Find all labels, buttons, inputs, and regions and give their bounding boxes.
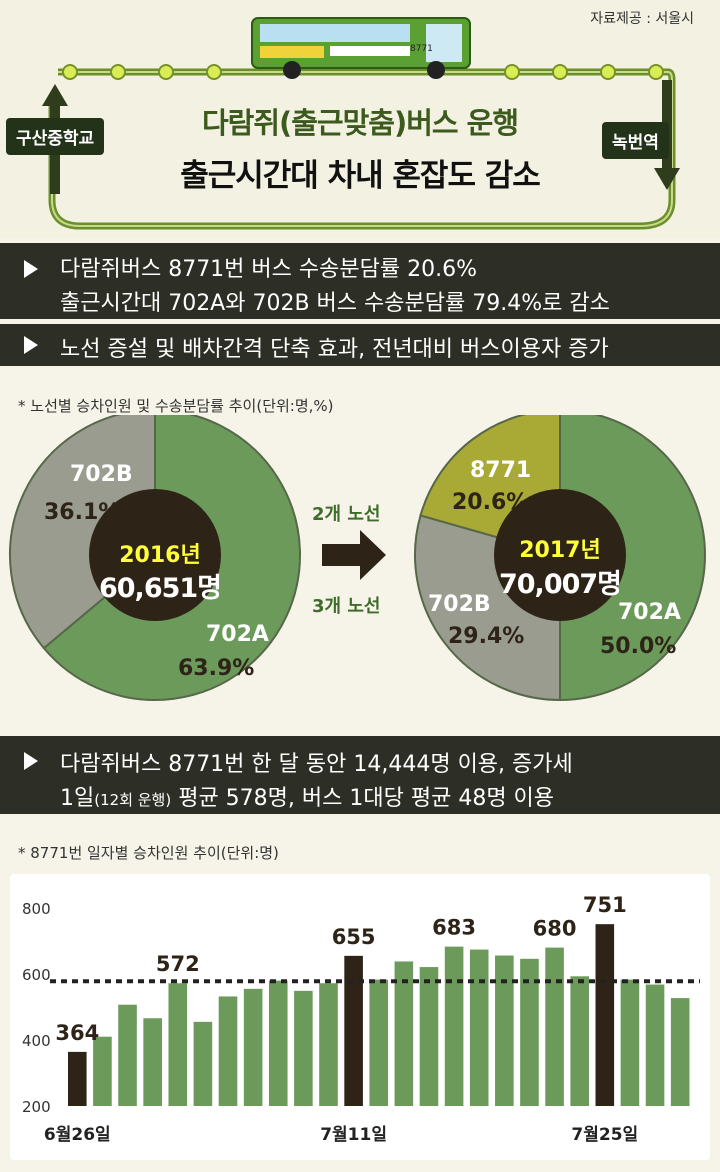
summary-line-5-a: 1일	[60, 786, 95, 811]
bar-note: * 8771번 일자별 승차인원 추이(단위:명)	[18, 844, 279, 862]
bar	[620, 979, 640, 1106]
bar	[369, 979, 389, 1106]
pie-2016-center-hole	[89, 489, 221, 621]
routes-2017-note: 3개 노선	[312, 596, 381, 617]
bar	[143, 1018, 162, 1106]
pie-2017-total: 70,007명	[498, 569, 622, 600]
summary-line-3: 노선 증설 및 배차간격 단축 효과, 전년대비 버스이용자 증가	[60, 337, 609, 362]
source-credit: 자료제공 : 서울시	[590, 11, 694, 27]
summary-line-5-small: (12회 운행)	[94, 791, 172, 809]
x-tick-label: 7월25일	[571, 1125, 638, 1145]
bus-number: 8771	[410, 44, 433, 54]
station-left: 구산중학교	[6, 118, 105, 155]
pie-2017-8771-pct: 20.6%	[452, 490, 529, 515]
pie-2016-702b-name: 702B	[70, 462, 133, 487]
right-arrow-icon	[322, 530, 386, 580]
bar	[168, 983, 188, 1106]
summary-line-2: 출근시간대 702A와 702B 버스 수송분담률 79.4%로 감소	[60, 291, 610, 316]
summary-bar-1: 다람쥐버스 8771번 버스 수송분담률 20.6% 출근시간대 702A와 7…	[0, 243, 720, 319]
bar	[545, 947, 564, 1106]
bar	[469, 949, 489, 1106]
bar	[495, 955, 514, 1106]
bar	[670, 998, 690, 1106]
pie-charts	[9, 415, 706, 702]
y-tick-label: 600	[22, 966, 51, 984]
pie-2016-702a-name: 702A	[206, 622, 269, 647]
pie-note: * 노선별 승차인원 및 수송분담률 추이(단위:명,%)	[18, 397, 334, 415]
route-stop-dots	[62, 64, 664, 80]
summary-line-4: 다람쥐버스 8771번 한 달 동안 14,444명 이용, 증가세	[60, 752, 573, 777]
pie-2017-702a-pct: 50.0%	[600, 634, 677, 659]
y-tick-label: 400	[22, 1032, 51, 1050]
summary-line-5-b: 평균 578명, 버스 1대당 평균 48명 이용	[171, 786, 555, 811]
pie-2017-center-hole	[494, 489, 626, 621]
bar	[570, 976, 589, 1106]
header-panel: 8771 자료제공 : 서울시 구산중학교 녹번역 다람쥐(출근맞춤)버스 운행…	[0, 0, 720, 238]
route-loop	[48, 68, 676, 230]
y-tick-label: 200	[22, 1098, 51, 1116]
summary-bar-3: 다람쥐버스 8771번 한 달 동안 14,444명 이용, 증가세 1일(12…	[0, 736, 720, 814]
y-tick-label: 800	[22, 900, 51, 918]
pie-2016-total: 60,651명	[98, 573, 222, 604]
bar	[394, 961, 414, 1106]
bar	[243, 988, 263, 1106]
summary-line-5: 1일(12회 운행) 평균 578명, 버스 1대당 평균 48명 이용	[60, 780, 554, 812]
bar-value-label: 572	[156, 952, 200, 976]
pie-2016-702a-pct: 63.9%	[178, 656, 255, 681]
bar	[595, 924, 615, 1106]
x-tick-label: 7월11일	[320, 1125, 387, 1145]
bar-value-label: 364	[55, 1021, 99, 1045]
pie-2017-8771-name: 8771	[470, 458, 532, 483]
bullet-triangle-icon	[24, 260, 38, 278]
bullet-triangle-icon	[24, 336, 38, 354]
station-right: 녹번역	[602, 122, 669, 159]
banner-title: 다람쥐(출근맞춤)버스 운행	[201, 106, 519, 140]
bar	[268, 980, 288, 1106]
bar-value-label: 751	[583, 893, 627, 917]
bar	[319, 983, 338, 1106]
pie-2017-702a-name: 702A	[618, 600, 681, 625]
bar	[68, 1051, 87, 1106]
bus-icon	[251, 17, 471, 79]
pie-2017-year: 2017년	[519, 538, 601, 563]
pie-2017-slice-702a	[559, 415, 706, 702]
summary-bar-2: 노선 증설 및 배차간격 단축 효과, 전년대비 버스이용자 증가	[0, 324, 720, 366]
bar	[419, 967, 439, 1106]
bar	[193, 1021, 213, 1106]
pie-2016-702b-pct: 36.1%	[44, 500, 121, 525]
bar	[444, 946, 464, 1106]
banner-subtitle: 출근시간대 차내 혼잡도 감소	[180, 158, 541, 194]
bar	[520, 958, 539, 1106]
bar	[294, 990, 313, 1106]
bar-value-label: 683	[432, 916, 476, 940]
x-tick-label: 6월26일	[44, 1125, 111, 1145]
pie-2016-year: 2016년	[119, 543, 201, 568]
bar-value-label: 680	[533, 917, 577, 941]
bullet-triangle-icon	[24, 752, 38, 770]
pie-2017-702b-pct: 29.4%	[448, 624, 525, 649]
bar	[93, 1036, 112, 1106]
bar	[118, 1004, 137, 1106]
summary-line-1: 다람쥐버스 8771번 버스 수송분담률 20.6%	[60, 257, 477, 282]
bar	[218, 996, 238, 1106]
pie-2016-slice-702b	[9, 415, 156, 650]
routes-2016-note: 2개 노선	[312, 504, 381, 525]
pie-2017-702b-name: 702B	[428, 592, 491, 617]
bar-value-label: 655	[332, 925, 376, 949]
bar	[645, 984, 665, 1106]
bar	[344, 955, 363, 1106]
